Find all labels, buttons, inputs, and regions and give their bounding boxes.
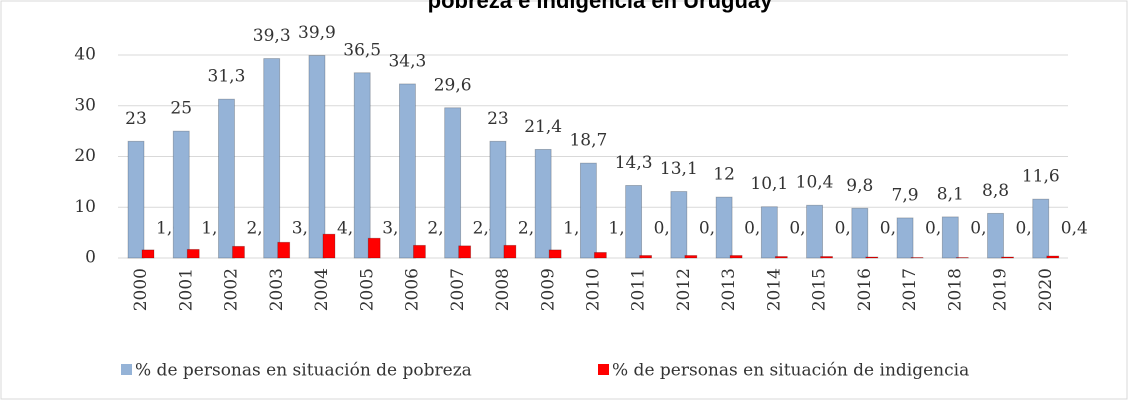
bar — [277, 241, 291, 259]
data-label: 39,9 — [298, 23, 336, 43]
x-tick-label: 2016 — [855, 268, 875, 311]
legend-swatch — [121, 364, 132, 375]
bar — [941, 216, 959, 259]
y-tick-label: 20 — [74, 146, 96, 166]
data-label: 7,9 — [892, 185, 919, 205]
bar — [399, 83, 416, 259]
x-tick-label: 2012 — [674, 268, 694, 311]
bar — [534, 148, 552, 259]
data-label: 10,4 — [796, 173, 834, 193]
x-tick-label: 2011 — [629, 268, 649, 311]
bar — [896, 217, 914, 259]
data-label: 29,6 — [434, 75, 472, 95]
bar — [172, 130, 190, 259]
bar — [670, 191, 688, 259]
x-tick-label: 2014 — [764, 268, 784, 311]
bar — [548, 249, 562, 259]
x-tick-label: 2003 — [267, 268, 287, 311]
data-label: 34,3 — [388, 51, 426, 71]
bar — [444, 107, 462, 259]
bar — [806, 204, 823, 259]
bar — [820, 256, 833, 259]
data-label: 13,1 — [660, 159, 698, 179]
data-label: 8,8 — [982, 181, 1009, 201]
bar — [729, 255, 743, 259]
data-label: 25 — [170, 99, 192, 119]
bar — [774, 256, 788, 259]
bar — [367, 237, 381, 259]
x-tick-label: 2007 — [448, 268, 468, 311]
x-tick-label: 2010 — [584, 268, 604, 311]
data-label: 23 — [125, 109, 147, 129]
bar — [322, 233, 336, 259]
x-tick-label: 2013 — [719, 268, 739, 311]
x-tick-label: 2017 — [900, 268, 920, 311]
bar — [141, 249, 155, 259]
legend-label: % de personas en situación de indigencia — [612, 361, 969, 381]
bar — [186, 248, 200, 259]
x-tick-label: 2001 — [176, 268, 196, 311]
bar — [639, 255, 653, 259]
data-label: 10,1 — [750, 174, 788, 194]
x-tick-label: 2020 — [1036, 268, 1056, 311]
x-tick-label: 2002 — [222, 268, 242, 311]
bar — [865, 256, 879, 259]
data-label: 23 — [487, 109, 509, 129]
bar — [127, 140, 145, 259]
data-label: 0,4 — [1061, 219, 1088, 239]
bar — [715, 196, 733, 259]
data-label: 9,8 — [846, 176, 873, 196]
bar — [232, 245, 245, 259]
x-tick-label: 2006 — [403, 268, 423, 311]
data-label: 36,5 — [343, 40, 381, 60]
chart-title: pobreza e indigencia en Uruguay — [428, 0, 774, 13]
x-tick-label: 2008 — [493, 268, 513, 311]
legend-label: % de personas en situación de pobreza — [135, 361, 472, 381]
bar — [503, 244, 517, 259]
bar — [851, 207, 869, 259]
legend-swatch — [598, 364, 609, 375]
bar — [910, 257, 924, 259]
bar — [760, 206, 778, 259]
data-label: 14,3 — [615, 153, 653, 173]
data-label: 31,3 — [208, 67, 246, 87]
data-label: 12 — [713, 165, 735, 185]
y-tick-label: 10 — [74, 197, 96, 217]
data-label: 39,3 — [253, 26, 291, 46]
bar — [308, 55, 326, 259]
bar — [353, 72, 371, 259]
data-label: 8,1 — [937, 184, 964, 204]
bar — [263, 58, 281, 259]
y-tick-label: 0 — [85, 248, 96, 268]
data-label: 21,4 — [524, 117, 562, 137]
bar — [1046, 255, 1060, 259]
bar — [955, 257, 969, 259]
bar — [579, 162, 597, 259]
bar — [593, 252, 607, 259]
bar — [1001, 256, 1014, 259]
x-tick-label: 2004 — [312, 268, 332, 311]
data-label: 18,7 — [569, 131, 607, 151]
bar — [458, 245, 472, 259]
data-label: 11,6 — [1022, 167, 1060, 187]
bar — [1032, 198, 1050, 259]
bar — [684, 255, 698, 259]
x-tick-label: 2018 — [945, 268, 965, 311]
bar — [489, 140, 507, 259]
x-tick-label: 2009 — [538, 268, 558, 311]
bar — [413, 244, 426, 259]
bar — [625, 185, 643, 259]
x-tick-label: 2005 — [357, 268, 377, 311]
y-tick-label: 40 — [74, 45, 96, 65]
y-tick-label: 30 — [74, 95, 96, 115]
bar — [218, 98, 235, 259]
x-tick-label: 2000 — [131, 268, 151, 311]
x-tick-label: 2019 — [991, 268, 1011, 311]
bar — [987, 212, 1004, 259]
x-tick-label: 2015 — [810, 268, 830, 311]
